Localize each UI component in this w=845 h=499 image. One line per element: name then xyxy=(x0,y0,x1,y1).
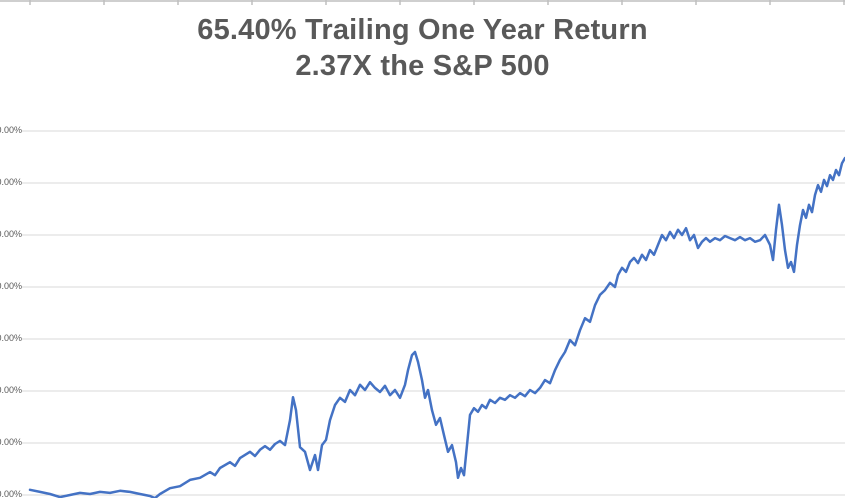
return-line-series xyxy=(28,156,845,498)
chart-title: 65.40% Trailing One Year Return 2.37X th… xyxy=(0,12,845,84)
chart-title-line1: 65.40% Trailing One Year Return xyxy=(197,14,648,46)
chart-title-line2: 2.37X the S&P 500 xyxy=(295,50,550,82)
